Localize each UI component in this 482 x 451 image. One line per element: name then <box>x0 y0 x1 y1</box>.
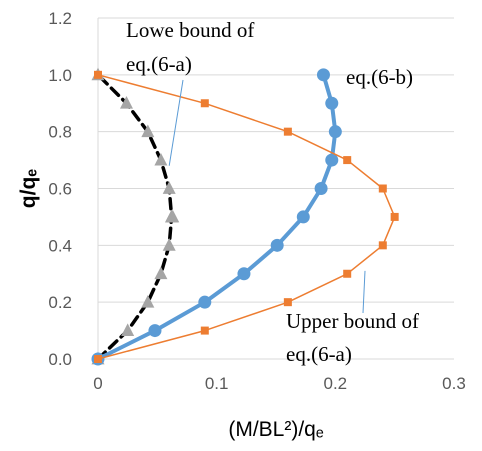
annotation-label: Upper bound of <box>286 309 419 333</box>
data-point-2-6 <box>378 184 387 193</box>
annotation-label: eq.(6-a) <box>126 52 192 76</box>
data-point-0-2 <box>141 294 155 308</box>
tick-labels: 0.0 0.2 0.4 0.6 0.8 1.0 1.2 0 0.1 0.2 0.3 <box>48 9 465 393</box>
annotation-leader-line <box>362 270 366 314</box>
data-point-0-11 <box>119 96 133 109</box>
data-point-2-9 <box>200 99 209 108</box>
data-point-2-1 <box>200 326 209 335</box>
data-point-2-7 <box>343 156 352 165</box>
data-point-2-10 <box>94 70 102 79</box>
annotation-label: Lowe bound of <box>126 18 254 42</box>
y-tick-label: 1.0 <box>48 66 72 85</box>
data-point-2-8 <box>283 127 292 136</box>
data-point-1-8 <box>328 125 342 139</box>
data-point-0-8 <box>162 181 176 194</box>
y-tick-label: 0.0 <box>48 350 72 369</box>
data-point-1-9 <box>325 96 339 110</box>
data-point-1-5 <box>296 210 310 224</box>
annotations: Lowe bound of eq.(6-a) eq.(6-b) Upper bound… <box>126 18 419 366</box>
x-tick-label: 0.1 <box>205 374 229 393</box>
data-point-0-1 <box>121 323 135 336</box>
data-point-2-2 <box>283 298 292 307</box>
data-point-1-3 <box>237 267 251 281</box>
data-point-1-2 <box>198 295 212 309</box>
annotation-label: eq.(6-a) <box>286 342 352 366</box>
y-tick-label: 0.4 <box>48 236 72 255</box>
annotation-label: eq.(6-b) <box>346 65 413 89</box>
data-point-2-5 <box>390 212 399 221</box>
data-point-1-7 <box>325 153 339 167</box>
data-point-2-4 <box>378 241 387 250</box>
data-point-2-3 <box>343 269 352 278</box>
y-tick-label: 0.8 <box>48 123 72 142</box>
x-axis-label: (M/BL²)/qₑ <box>228 418 324 441</box>
y-tick-label: 0.6 <box>48 180 72 199</box>
data-point-0-9 <box>154 152 168 166</box>
x-tick-label: 0.2 <box>324 374 348 393</box>
data-point-0-3 <box>154 266 168 280</box>
y-axis-label: q/qₑ <box>17 169 40 208</box>
data-point-0-7 <box>165 209 179 223</box>
grid-lines <box>98 17 454 303</box>
data-point-1-10 <box>316 68 330 82</box>
x-tick-label: 0 <box>93 374 102 393</box>
y-tick-label: 0.2 <box>48 293 72 312</box>
data-point-0-4 <box>162 238 176 251</box>
data-point-2-0 <box>94 355 102 363</box>
annotation-leader-line <box>168 79 184 166</box>
data-series <box>91 67 399 366</box>
series-line-0 <box>96 73 175 361</box>
data-point-1-4 <box>270 238 284 252</box>
data-point-1-1 <box>148 324 162 338</box>
data-point-0-10 <box>141 124 155 138</box>
y-tick-label: 1.2 <box>48 9 72 28</box>
x-tick-label: 0.3 <box>442 374 466 393</box>
data-point-1-6 <box>314 182 328 195</box>
